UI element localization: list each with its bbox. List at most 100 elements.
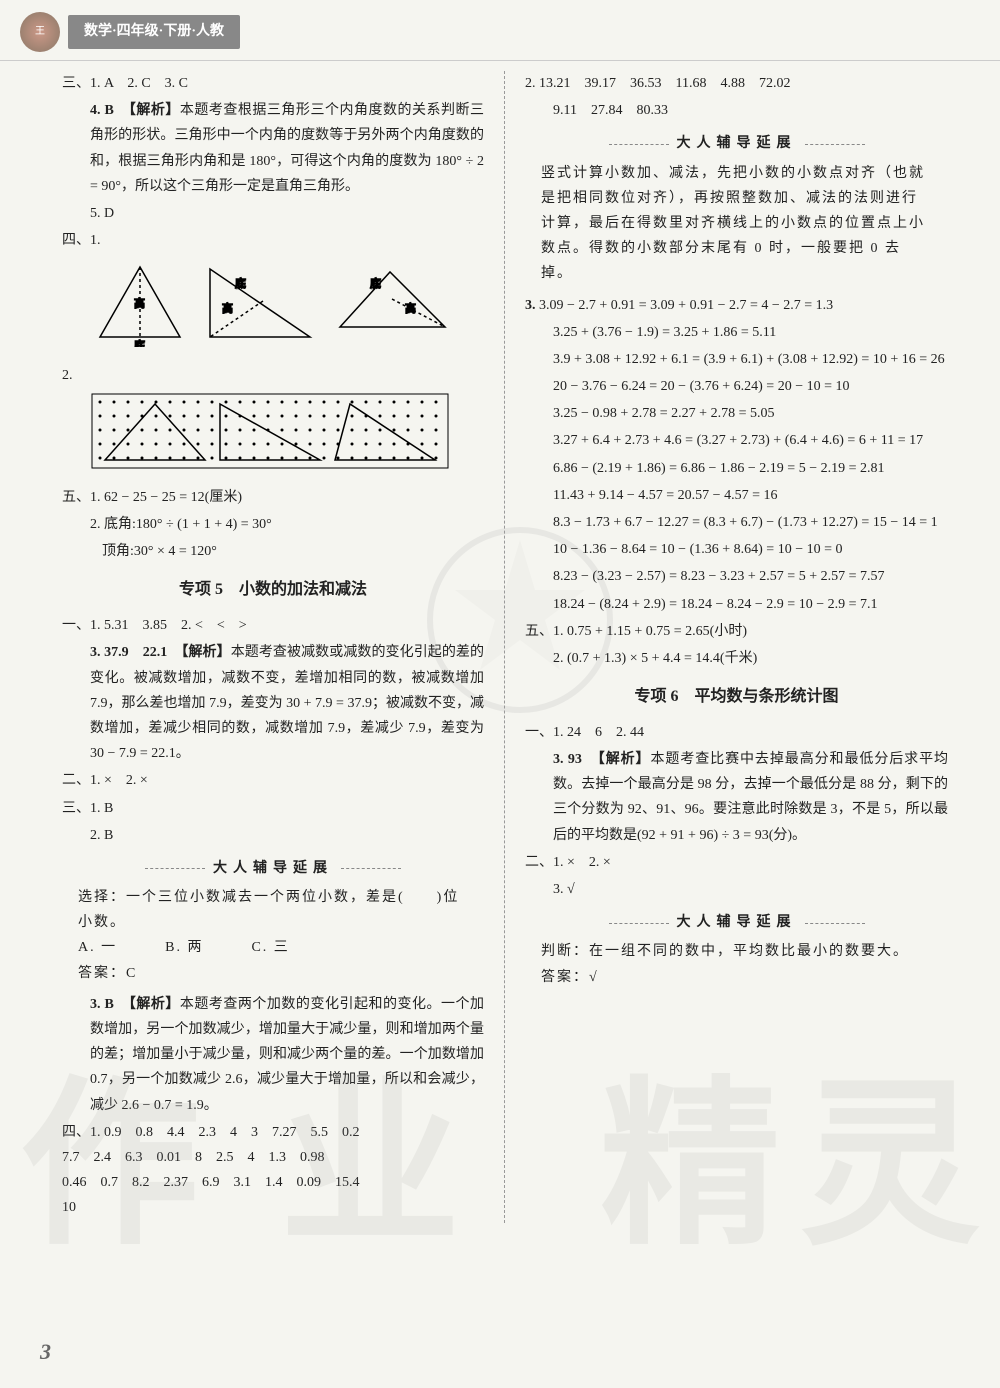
num-cell: 7.27 (272, 1120, 297, 1145)
t5-s3-2: 2. B (62, 823, 484, 848)
tip3-body: 判断：在一组不同的数中，平均数比最小的数要大。 答案：√ (525, 939, 948, 989)
t5-s1-q3: 3. 37.9 22.1 【解析】本题考查被减数或减数的变化引起的差的变化。被减… (62, 640, 484, 766)
eq3-3: 20 − 3.76 − 6.24 = 20 − (3.76 + 6.24) = … (525, 374, 948, 399)
eq3-5: 3.27 + 6.4 + 2.73 + 4.6 = (3.27 + 2.73) … (525, 428, 948, 453)
t5-s1-q3-body: 本题考查被减数或减数的变化引起的差的变化。被减数增加，减数不变，差增加相同的数，… (90, 645, 484, 761)
tip1-body: 选择：一个三位小数减去一个两位小数，差是( )位小数。 A. 一 B. 两 C.… (62, 885, 484, 986)
svg-text:底: 底 (370, 276, 381, 290)
page-number: 3 (40, 1332, 51, 1372)
sec5-2a: 2. 底角:180° ÷ (1 + 1 + 4) = 30° (62, 512, 484, 537)
column-left: 三、1. A 2. C 3. C 4. B 【解析】本题考查根据三角形三个内角度… (50, 71, 505, 1223)
figure-triangles: 高 底 底 高 底 高 (90, 257, 484, 356)
t5-s3-3-head: 3. B 【解析】 (90, 997, 180, 1012)
num-cell: 0.98 (300, 1145, 325, 1170)
r-line1: 2. 13.21 39.17 36.53 11.68 4.88 72.02 (525, 71, 948, 96)
tip3-body2: 答案：√ (541, 965, 932, 990)
t5-s5-2: 2. (0.7 + 1.3) × 5 + 4.4 = 14.4(千米) (525, 646, 948, 671)
tip1-body2: A. 一 B. 两 C. 三 (78, 935, 468, 960)
topic5-title: 专项 5 小数的加法和减法 (62, 576, 484, 605)
sec3-line1: 三、1. A 2. C 3. C (62, 71, 484, 96)
num-cell: 10 (62, 1195, 76, 1220)
logo-icon: 王 (20, 12, 60, 52)
num-cell: 0.09 (297, 1170, 322, 1195)
t5-s4: 四、1. 0.9 0.8 4.4 2.3 43 7.27 5.5 0.2 7.7 2.4 6.3 0.… (62, 1120, 484, 1221)
eq3-block: 3. 3.09 − 2.7 + 0.91 = 3.09 + 0.91 − 2.7… (525, 293, 948, 318)
topic6-title: 专项 6 平均数与条形统计图 (525, 683, 948, 712)
figure-dotgrid (90, 392, 484, 479)
svg-text:高: 高 (134, 296, 145, 310)
tip3-body1: 判断：在一组不同的数中，平均数比最小的数要大。 (541, 939, 932, 964)
num-cell: 1.4 (265, 1170, 283, 1195)
t5-s4-label: 四、1. (62, 1125, 101, 1140)
eq3-label: 3. (525, 298, 536, 313)
num-cell: 4 (248, 1145, 255, 1170)
num-cell: 1.3 (269, 1145, 287, 1170)
sec4-label: 四、1. (62, 228, 484, 253)
column-right: 2. 13.21 39.17 36.53 11.68 4.88 72.02 9.… (505, 71, 960, 1223)
svg-text:高: 高 (222, 301, 233, 315)
num-cell: 2.37 (164, 1170, 189, 1195)
sec5-2b: 顶角:30° × 4 = 120° (62, 539, 484, 564)
svg-text:底: 底 (134, 338, 145, 347)
sec3-q4-head: 4. B 【解析】 (90, 103, 180, 118)
t5-s3-3: 3. B 【解析】本题考查两个加数的变化引起和的变化。一个加数增加，另一个加数减… (62, 992, 484, 1118)
num-cell: 0.01 (157, 1145, 182, 1170)
num-cell: 0.7 (101, 1170, 119, 1195)
num-cell: 0.2 (342, 1120, 360, 1145)
eq3-4: 3.25 − 0.98 + 2.78 = 2.27 + 2.78 = 5.05 (525, 401, 948, 426)
r-line1b: 9.11 27.84 80.33 (525, 98, 948, 123)
num-cell: 8.2 (132, 1170, 150, 1195)
num-cell: 5.5 (311, 1120, 329, 1145)
t5-s3-1: 三、1. B (62, 796, 484, 821)
sec3-q4: 4. B 【解析】本题考查根据三角形三个内角度数的关系判断三角形的形状。三角形中… (62, 98, 484, 199)
svg-text:底: 底 (235, 276, 246, 290)
num-cell: 4 (230, 1120, 237, 1145)
sec3-q5: 5. D (62, 201, 484, 226)
tip2-body: 竖式计算小数加、减法，先把小数的小数点对齐（也就是把相同数位对齐），再按照整数加… (525, 161, 948, 287)
eq3-8: 8.3 − 1.73 + 6.7 − 12.27 = (8.3 + 6.7) −… (525, 510, 948, 535)
page-title: 数学·四年级·下册·人教 (68, 15, 240, 48)
num-cell: 3 (251, 1120, 258, 1145)
t5-s3-3-body: 本题考查两个加数的变化引起和的变化。一个加数增加，另一个加数减少，增加量大于减少… (90, 997, 484, 1113)
eq3-6: 6.86 − (2.19 + 1.86) = 6.86 − 1.86 − 2.1… (525, 456, 948, 481)
eq3-11: 18.24 − (8.24 + 2.9) = 18.24 − 8.24 − 2.… (525, 592, 948, 617)
sec4-2: 2. (62, 363, 484, 388)
tip2-title: 大人辅导延展 (525, 131, 948, 156)
t5-s1-1: 一、1. 5.31 3.85 2. < < > (62, 613, 484, 638)
num-cell: 2.3 (199, 1120, 217, 1145)
num-cell: 6.3 (125, 1145, 143, 1170)
num-cell: 0.9 (104, 1120, 122, 1145)
t6-s2-3: 3. √ (525, 877, 948, 902)
eq3-7: 11.43 + 9.14 − 4.57 = 20.57 − 4.57 = 16 (525, 483, 948, 508)
page-header: 王 数学·四年级·下册·人教 (0, 0, 1000, 61)
num-cell: 2.5 (216, 1145, 234, 1170)
svg-text:高: 高 (405, 301, 416, 315)
eq3-10: 8.23 − (3.23 − 2.57) = 8.23 − 3.23 + 2.5… (525, 564, 948, 589)
eq3-0: 3.09 − 2.7 + 0.91 = 3.09 + 0.91 − 2.7 = … (539, 298, 833, 313)
tip1-title: 大人辅导延展 (62, 856, 484, 881)
eq3-1: 3.25 + (3.76 − 1.9) = 3.25 + 1.86 = 5.11 (525, 320, 948, 345)
eq3-2: 3.9 + 3.08 + 12.92 + 6.1 = (3.9 + 6.1) +… (525, 347, 948, 372)
num-cell: 15.4 (335, 1170, 360, 1195)
t6-s1-3-head: 3. 93 【解析】 (553, 752, 650, 767)
num-cell: 8 (195, 1145, 202, 1170)
sec5-1: 五、1. 62 − 25 − 25 = 12(厘米) (62, 485, 484, 510)
num-cell: 2.4 (94, 1145, 112, 1170)
t5-s5-1: 五、1. 0.75 + 1.15 + 0.75 = 2.65(小时) (525, 619, 948, 644)
t6-s1-3: 3. 93 【解析】本题考查比赛中去掉最高分和最低分后求平均数。去掉一个最高分是… (525, 747, 948, 848)
t6-s2: 二、1. × 2. × (525, 850, 948, 875)
num-cell: 7.7 (62, 1145, 80, 1170)
tip1-body1: 选择：一个三位小数减去一个两位小数，差是( )位小数。 (78, 885, 468, 935)
num-cell: 4.4 (167, 1120, 185, 1145)
content-area: 三、1. A 2. C 3. C 4. B 【解析】本题考查根据三角形三个内角度… (0, 61, 1000, 1243)
num-cell: 6.9 (202, 1170, 220, 1195)
tip3-title: 大人辅导延展 (525, 910, 948, 935)
eq3-9: 10 − 1.36 − 8.64 = 10 − (1.36 + 8.64) = … (525, 537, 948, 562)
num-cell: 3.1 (234, 1170, 252, 1195)
t5-s1-q3-head: 3. 37.9 22.1 【解析】 (90, 645, 231, 660)
t6-s1-1: 一、1. 24 6 2. 44 (525, 720, 948, 745)
t5-s4-numgrid: 0.90.84.42.3437.275.50.27.72.46.30.0182.… (62, 1125, 374, 1216)
num-cell: 0.8 (136, 1120, 154, 1145)
t5-s2: 二、1. × 2. × (62, 768, 484, 793)
num-cell: 0.46 (62, 1170, 87, 1195)
